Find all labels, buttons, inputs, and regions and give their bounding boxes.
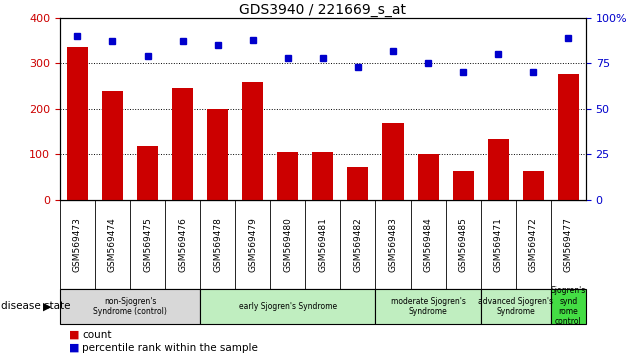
Text: GSM569480: GSM569480 [284,217,292,272]
Bar [172,88,193,200]
Title: GDS3940 / 221669_s_at: GDS3940 / 221669_s_at [239,3,406,17]
Text: GSM569478: GSM569478 [213,217,222,272]
Text: GSM569479: GSM569479 [248,217,257,272]
Text: GSM569483: GSM569483 [389,217,398,272]
Bar [523,171,544,200]
Bar [551,289,586,324]
Text: disease state: disease state [1,301,71,311]
Bar [488,139,509,200]
Text: count: count [82,330,112,339]
Bar [60,289,200,324]
Bar [418,154,438,200]
Text: GSM569476: GSM569476 [178,217,187,272]
Text: percentile rank within the sample: percentile rank within the sample [82,343,258,353]
Text: GSM569475: GSM569475 [143,217,152,272]
Text: Sjogren's
synd
rome
control: Sjogren's synd rome control [551,286,586,326]
Bar [347,167,369,200]
Bar [312,152,333,200]
Bar [67,47,88,200]
Text: ■: ■ [69,343,80,353]
Text: non-Sjogren's
Syndrome (control): non-Sjogren's Syndrome (control) [93,297,167,316]
Text: GSM569473: GSM569473 [73,217,82,272]
Bar [102,91,123,200]
Text: ▶: ▶ [43,301,52,311]
Text: GSM569482: GSM569482 [353,217,362,272]
Bar [242,81,263,200]
Text: ■: ■ [69,330,80,339]
Text: GSM569485: GSM569485 [459,217,467,272]
Bar [375,289,481,324]
Bar [481,289,551,324]
Text: GSM569472: GSM569472 [529,217,538,272]
Bar [452,171,474,200]
Text: GSM569474: GSM569474 [108,217,117,272]
Text: moderate Sjogren's
Syndrome: moderate Sjogren's Syndrome [391,297,466,316]
Bar [137,146,158,200]
Text: early Sjogren's Syndrome: early Sjogren's Syndrome [239,302,337,311]
Bar [277,152,299,200]
Bar [382,124,404,200]
Text: GSM569477: GSM569477 [564,217,573,272]
Text: GSM569481: GSM569481 [318,217,328,272]
Text: GSM569471: GSM569471 [494,217,503,272]
Bar [558,74,579,200]
Text: GSM569484: GSM569484 [423,217,433,272]
Bar [200,289,375,324]
Bar [207,109,228,200]
Text: advanced Sjogren's
Syndrome: advanced Sjogren's Syndrome [478,297,553,316]
